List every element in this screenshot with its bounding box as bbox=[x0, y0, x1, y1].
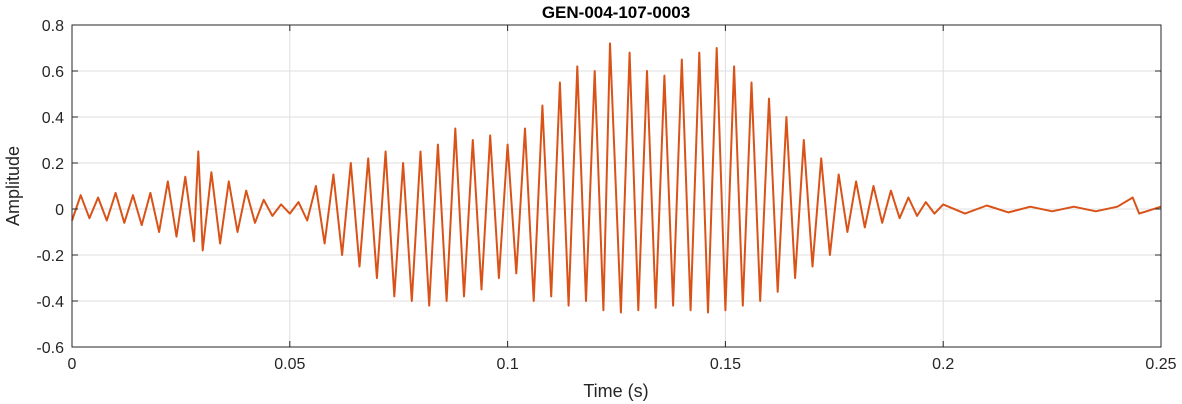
x-tick-label: 0 bbox=[68, 356, 77, 373]
x-tick-label: 0.25 bbox=[1145, 356, 1176, 373]
y-tick-label: 0.6 bbox=[42, 64, 64, 81]
series-line bbox=[71, 42, 1162, 314]
x-tick-label: 0.1 bbox=[496, 356, 518, 373]
x-tick-label: 0.2 bbox=[932, 356, 954, 373]
y-tick-label: -0.6 bbox=[36, 340, 64, 357]
y-tick-label: 0 bbox=[55, 202, 64, 219]
plot-frame bbox=[71, 24, 1162, 348]
x-tick-label: 0.15 bbox=[710, 356, 741, 373]
x-axis-label: Time (s) bbox=[583, 381, 648, 401]
y-tick-label: -0.4 bbox=[36, 294, 64, 311]
y-tick-label: 0.2 bbox=[42, 156, 64, 173]
x-tick-label: 0.05 bbox=[274, 356, 305, 373]
y-tick-label: -0.2 bbox=[36, 248, 64, 265]
tick-layer: 0 0.05 0.1 0.15 0.2 0.25 -0.6 -0.4 -0.2 0 0.2 0.4 0.… bbox=[36, 18, 1176, 373]
y-axis-label: Amplitude bbox=[3, 146, 23, 226]
y-tick-label: 0.4 bbox=[42, 110, 64, 127]
chart-title: GEN-004-107-0003 bbox=[542, 3, 690, 22]
y-tick-label: 0.8 bbox=[42, 18, 64, 35]
series-layer bbox=[71, 42, 1162, 314]
